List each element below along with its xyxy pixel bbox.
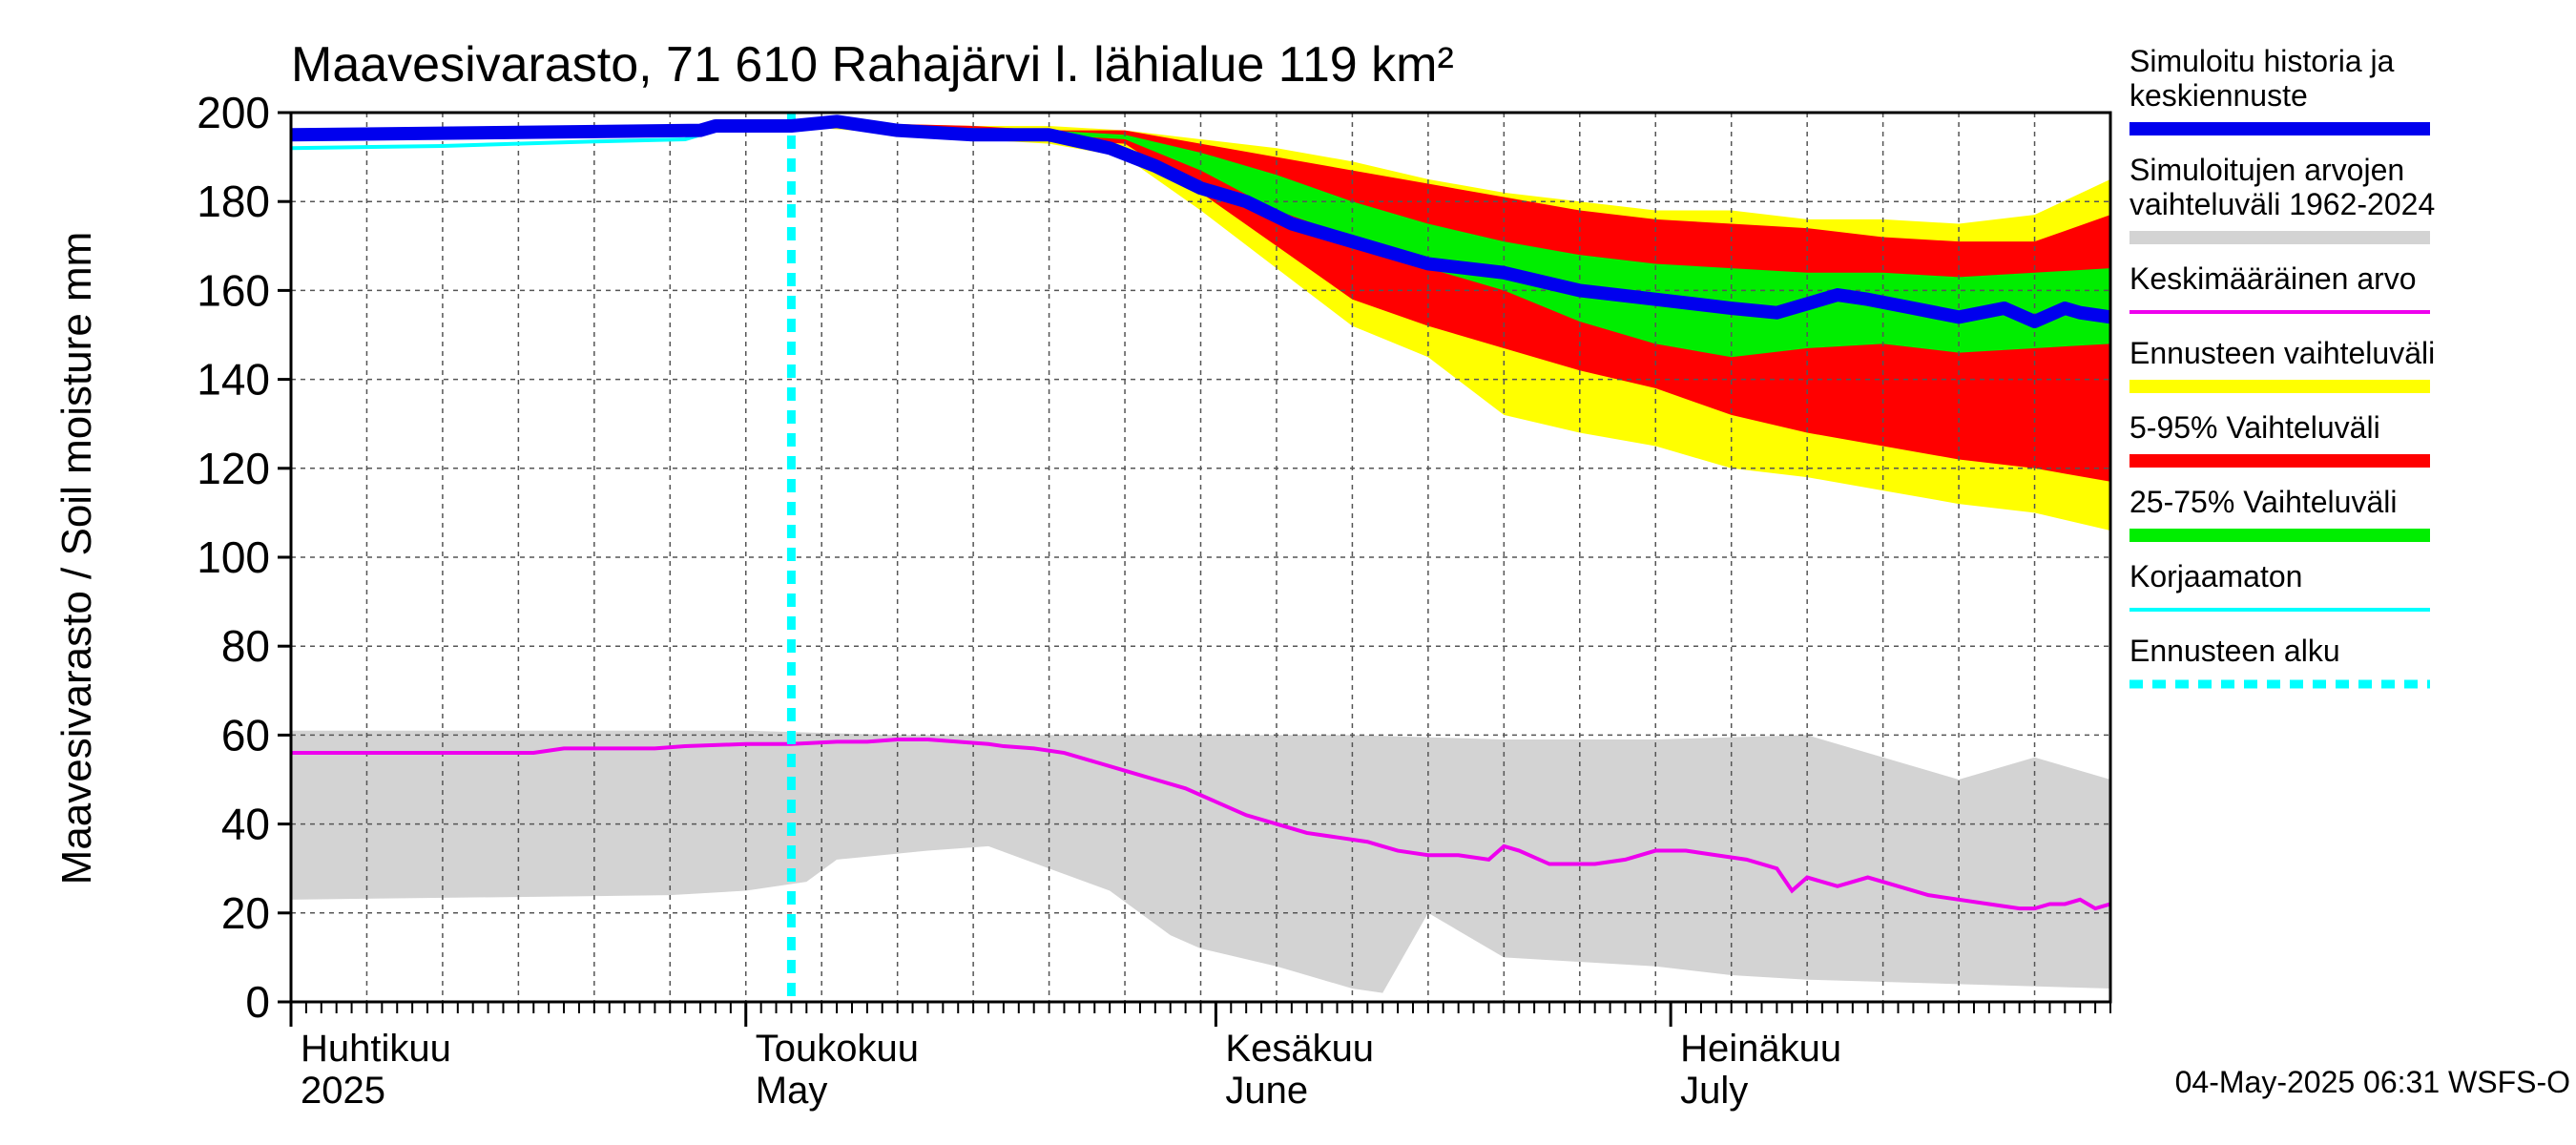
- forecast-bands: [791, 121, 2110, 531]
- legend-label: Simuloitu historia ja keskiennuste: [2129, 44, 2395, 113]
- y-tick-label: 160: [197, 265, 270, 315]
- month-label-fi: Heinäkuu: [1680, 1028, 1841, 1070]
- p5-95-band: [791, 121, 2110, 482]
- legend-label: 25-75% Vaihteluväli: [2129, 485, 2397, 519]
- series-lines: [290, 113, 2112, 1002]
- mean-value-line: [291, 738, 2111, 911]
- chart-title: Maavesivarasto, 71 610 Rahajärvi l. lähi…: [291, 37, 1454, 93]
- month-label-fi: Toukokuu: [756, 1028, 919, 1070]
- y-tick-label: 0: [245, 977, 270, 1027]
- y-tick-label: 140: [197, 355, 270, 405]
- simulated-forecast-line: [290, 114, 2112, 329]
- legend-label: Ennusteen vaihteluväli: [2129, 336, 2435, 370]
- y-tick-label: 20: [221, 888, 270, 938]
- y-tick-label: 200: [197, 88, 270, 137]
- y-tick-label: 120: [197, 444, 270, 493]
- y-tick-label: 60: [221, 710, 270, 760]
- legend-label: 5-95% Vaihteluväli: [2129, 410, 2380, 445]
- month-label-fi: Kesäkuu: [1225, 1028, 1374, 1070]
- y-axis-label: Maavesivarasto / Soil moisture mm: [53, 232, 100, 885]
- legend-label: Keskimääräinen arvo: [2129, 261, 2417, 296]
- y-tick-label: 80: [221, 621, 270, 671]
- month-label-en: May: [756, 1070, 828, 1112]
- p25-75-band: [791, 121, 2110, 358]
- legend-label: Ennusteen alku: [2129, 634, 2340, 668]
- timestamp-footer: 04-May-2025 06:31 WSFS-O: [2175, 1065, 2570, 1099]
- month-label-en: 2025: [301, 1070, 385, 1112]
- y-tick-label: 40: [221, 800, 270, 849]
- legend: Simuloitu historia ja keskiennuste Simuloi…: [2129, 44, 2435, 689]
- y-tick-label: 180: [197, 177, 270, 226]
- y-tick-label: 100: [197, 532, 270, 582]
- month-label-en: June: [1225, 1070, 1308, 1112]
- legend-label: Korjaamaton: [2129, 559, 2302, 593]
- legend-label: Simuloitujen arvojen vaihteluväli 1962-20…: [2129, 153, 2435, 221]
- month-label-en: July: [1680, 1070, 1748, 1112]
- month-label-fi: Huhtikuu: [301, 1028, 451, 1070]
